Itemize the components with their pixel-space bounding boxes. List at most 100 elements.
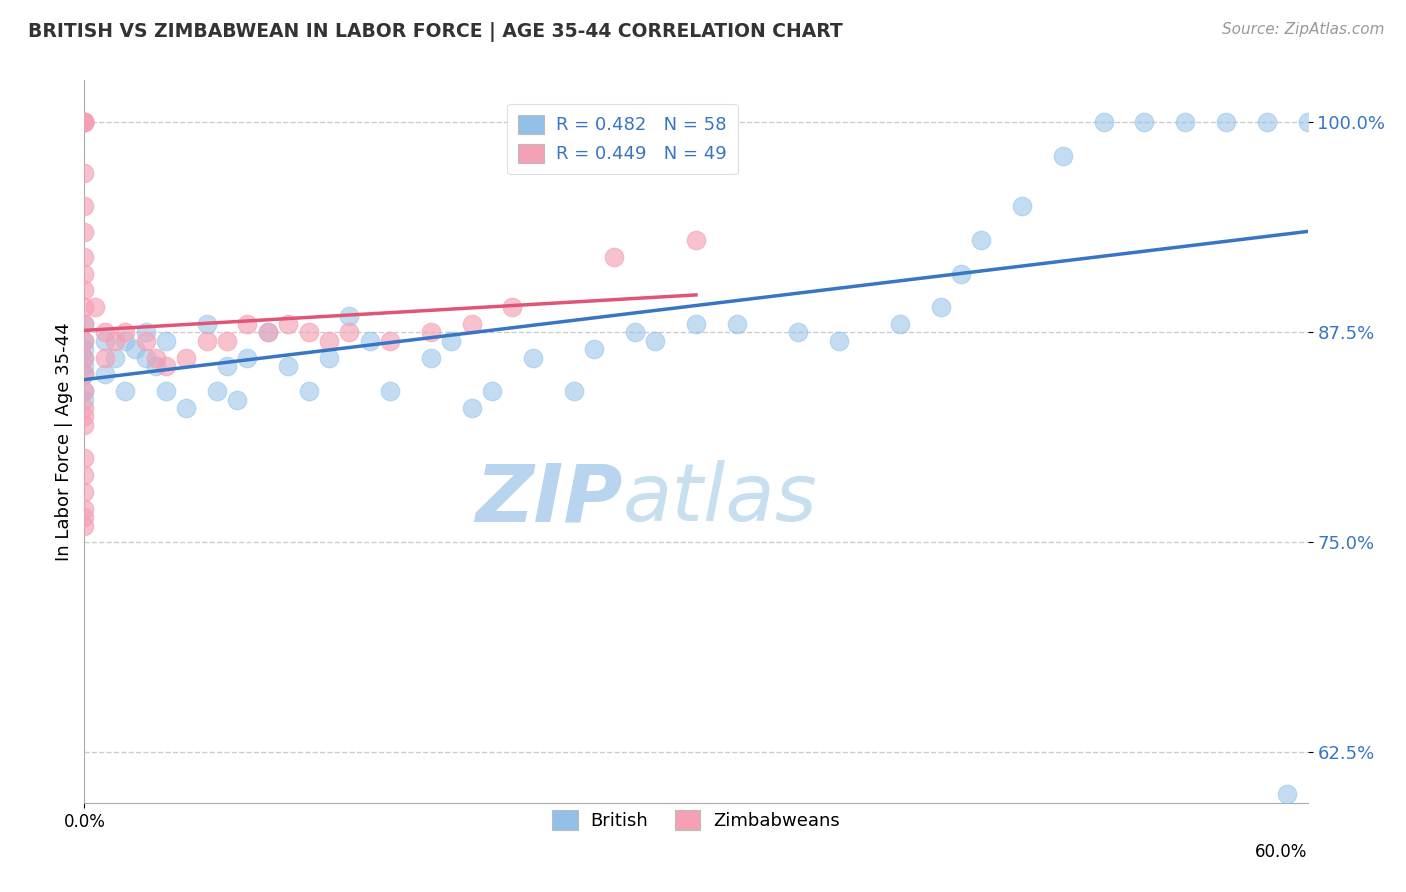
Point <box>73 485 96 500</box>
Point <box>236 317 259 331</box>
Point <box>73 384 96 398</box>
Point <box>359 334 381 348</box>
Point <box>73 368 96 382</box>
Point <box>73 267 96 281</box>
Point <box>114 334 136 348</box>
Point <box>1215 115 1237 129</box>
Point <box>73 250 96 264</box>
Point <box>970 233 993 247</box>
Point <box>420 351 443 365</box>
Point <box>380 384 402 398</box>
Point <box>73 115 96 129</box>
Point <box>1011 199 1033 213</box>
Point <box>420 326 443 340</box>
Point <box>73 384 96 398</box>
Point <box>685 317 707 331</box>
Point <box>73 334 96 348</box>
Point <box>1174 115 1197 129</box>
Text: atlas: atlas <box>623 460 817 539</box>
Point <box>257 326 280 340</box>
Point <box>502 300 524 314</box>
Point <box>73 166 96 180</box>
Point <box>787 326 810 340</box>
Point <box>195 334 218 348</box>
Text: BRITISH VS ZIMBABWEAN IN LABOR FORCE | AGE 35-44 CORRELATION CHART: BRITISH VS ZIMBABWEAN IN LABOR FORCE | A… <box>28 22 842 42</box>
Point <box>644 334 666 348</box>
Point <box>1133 115 1156 129</box>
Point <box>440 334 463 348</box>
Point <box>1256 115 1278 129</box>
Point <box>124 342 146 356</box>
Point <box>73 518 96 533</box>
Point <box>624 326 647 340</box>
Point <box>93 326 115 340</box>
Point <box>73 468 96 483</box>
Point <box>339 309 361 323</box>
Point <box>929 300 952 314</box>
Point <box>205 384 228 398</box>
Text: Source: ZipAtlas.com: Source: ZipAtlas.com <box>1222 22 1385 37</box>
Point <box>217 334 239 348</box>
Point <box>298 384 321 398</box>
Y-axis label: In Labor Force | Age 35-44: In Labor Force | Age 35-44 <box>55 322 73 561</box>
Point <box>277 317 299 331</box>
Point <box>889 317 911 331</box>
Point <box>562 384 585 398</box>
Point <box>93 334 115 348</box>
Point <box>104 351 127 365</box>
Point <box>155 384 177 398</box>
Point <box>685 233 707 247</box>
Point <box>93 368 115 382</box>
Point <box>135 351 157 365</box>
Point <box>73 368 96 382</box>
Point <box>318 351 340 365</box>
Point <box>73 115 96 129</box>
Point <box>339 326 361 340</box>
Point <box>73 317 96 331</box>
Point <box>73 510 96 524</box>
Point <box>583 342 606 356</box>
Point <box>318 334 340 348</box>
Point <box>104 334 127 348</box>
Point <box>950 267 973 281</box>
Point <box>236 351 259 365</box>
Point <box>155 334 177 348</box>
Point <box>73 342 96 356</box>
Point <box>461 401 484 415</box>
Legend: British, Zimbabweans: British, Zimbabweans <box>546 803 846 837</box>
Point <box>73 501 96 516</box>
Point <box>73 351 96 365</box>
Text: ZIP: ZIP <box>475 460 623 539</box>
Point <box>73 115 96 129</box>
Point <box>828 334 851 348</box>
Point <box>522 351 544 365</box>
Point <box>73 409 96 424</box>
Point <box>73 359 96 373</box>
Point <box>461 317 484 331</box>
Point <box>603 250 626 264</box>
Point <box>83 300 105 314</box>
Point <box>217 359 239 373</box>
Point <box>114 326 136 340</box>
Point <box>114 384 136 398</box>
Point <box>298 326 321 340</box>
Point <box>73 351 96 365</box>
Point <box>73 115 96 129</box>
Point <box>73 417 96 432</box>
Point <box>73 392 96 407</box>
Point <box>257 326 280 340</box>
Point <box>73 115 96 129</box>
Point <box>135 334 157 348</box>
Point <box>277 359 299 373</box>
Point <box>155 359 177 373</box>
Point <box>73 225 96 239</box>
Point <box>1277 788 1299 802</box>
Point <box>73 283 96 297</box>
Point <box>174 401 197 415</box>
Point <box>135 326 157 340</box>
Point <box>73 334 96 348</box>
Point <box>73 199 96 213</box>
Point <box>73 317 96 331</box>
Point <box>226 392 249 407</box>
Point <box>481 384 503 398</box>
